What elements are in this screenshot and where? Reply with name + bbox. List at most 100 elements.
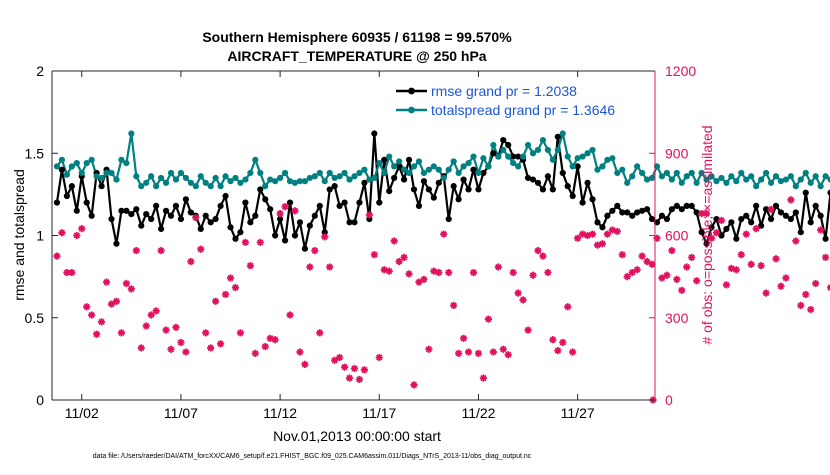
obs-assimilated-point — [648, 260, 656, 268]
rmse-point — [277, 215, 284, 223]
totalspread-point — [495, 153, 502, 160]
rmse-point — [718, 232, 725, 239]
rmse-point — [475, 186, 482, 193]
totalspread-point — [420, 169, 428, 177]
totalspread-point — [584, 150, 591, 157]
right-y-tick-label: 300 — [665, 310, 689, 326]
obs-assimilated-point — [340, 363, 349, 371]
totalspread-point — [777, 178, 785, 185]
totalspread-point — [480, 155, 487, 162]
totalspread-point — [748, 173, 755, 180]
obs-assimilated-point — [752, 225, 760, 233]
totalspread-point — [237, 179, 244, 186]
obs-assimilated-point — [246, 262, 254, 270]
totalspread-point — [743, 176, 750, 183]
totalspread-point — [321, 178, 328, 185]
totalspread-point — [738, 169, 745, 177]
rmse-point — [549, 186, 556, 193]
rmse-point — [376, 199, 383, 206]
rmse-point — [639, 207, 646, 214]
rmse-point — [336, 202, 343, 209]
x-tick-label: 11/27 — [561, 405, 595, 421]
totalspread-point — [515, 163, 522, 170]
rmse-point — [123, 207, 130, 214]
x-tick-label: 11/07 — [164, 405, 198, 421]
rmse-point — [316, 202, 323, 209]
totalspread-point — [162, 179, 170, 186]
right-y-axis-label: # of obs: o=possible; ×=assimilated — [699, 125, 715, 344]
obs-assimilated-point — [311, 246, 319, 255]
rmse-point — [515, 153, 522, 160]
totalspread-point — [435, 166, 442, 173]
totalspread-point — [574, 155, 581, 162]
totalspread-point — [277, 174, 284, 182]
obs-assimilated-point — [732, 266, 740, 274]
totalspread-point — [772, 173, 780, 180]
obs-assimilated-point — [826, 283, 830, 292]
rmse-point — [435, 179, 442, 186]
obs-assimilated-point — [132, 246, 140, 255]
totalspread-point — [192, 183, 199, 190]
obs-assimilated-point — [772, 255, 780, 263]
rmse-point — [594, 219, 601, 226]
obs-assimilated-point — [524, 326, 532, 334]
obs-assimilated-point — [707, 234, 716, 242]
rmse-point — [306, 222, 313, 229]
totalspread-point — [400, 166, 408, 173]
totalspread-point — [554, 146, 561, 154]
obs-assimilated-point — [673, 275, 681, 283]
obs-assimilated-point — [499, 345, 507, 353]
obs-assimilated-point — [712, 229, 721, 237]
obs-assimilated-point — [494, 263, 502, 271]
obs-assimilated-point — [177, 338, 185, 347]
totalspread-point — [187, 179, 194, 186]
rmse-point — [301, 245, 308, 252]
totalspread-point — [663, 169, 671, 177]
obs-assimilated-point — [628, 268, 636, 277]
obs-assimilated-point — [192, 214, 200, 222]
totalspread-point — [668, 176, 675, 183]
rmse-point — [242, 199, 249, 206]
rmse-point — [599, 224, 606, 231]
rmse-point — [648, 215, 656, 223]
obs-assimilated-point — [479, 374, 488, 382]
totalspread-point — [212, 174, 219, 182]
rmse-point — [415, 202, 423, 209]
obs-assimilated-point — [817, 226, 825, 234]
obs-assimilated-point — [296, 348, 304, 356]
obs-assimilated-point — [757, 262, 765, 270]
obs-assimilated-point — [802, 290, 810, 299]
legend-totalspread-marker — [408, 106, 415, 114]
totalspread-point — [351, 173, 358, 180]
obs-assimilated-point — [683, 263, 691, 271]
totalspread-point — [559, 130, 566, 137]
obs-assimilated-point — [276, 209, 284, 218]
totalspread-point — [415, 158, 423, 165]
obs-assimilated-point — [231, 283, 240, 292]
left-y-tick-label: 1.5 — [25, 145, 45, 161]
rmse-point — [529, 176, 537, 183]
rmse-point — [158, 225, 165, 233]
obs-assimilated-point — [202, 329, 210, 337]
right-y-tick-label: 0 — [665, 392, 673, 408]
rmse-point — [252, 212, 259, 219]
totalspread-point — [519, 153, 527, 160]
right-y-tick-label: 600 — [665, 228, 689, 244]
obs-assimilated-point — [459, 334, 468, 342]
right-y-tick-label: 900 — [665, 145, 689, 161]
rmse-point — [321, 229, 328, 236]
totalspread-point — [306, 174, 313, 182]
rmse-point — [802, 189, 809, 196]
totalspread-point — [341, 169, 348, 177]
rmse-point — [772, 202, 780, 209]
obs-assimilated-point — [53, 252, 61, 260]
rmse-point — [133, 206, 140, 213]
rmse-point — [480, 169, 487, 177]
obs-assimilated-point — [787, 196, 795, 204]
obs-assimilated-point — [688, 253, 696, 262]
obs-assimilated-point — [236, 329, 245, 337]
legend-totalspread-label: totalspread grand pr = 1.3646 — [431, 102, 615, 118]
obs-assimilated-point — [187, 257, 195, 266]
obs-assimilated-point — [172, 323, 180, 331]
obs-assimilated-point — [747, 260, 755, 268]
